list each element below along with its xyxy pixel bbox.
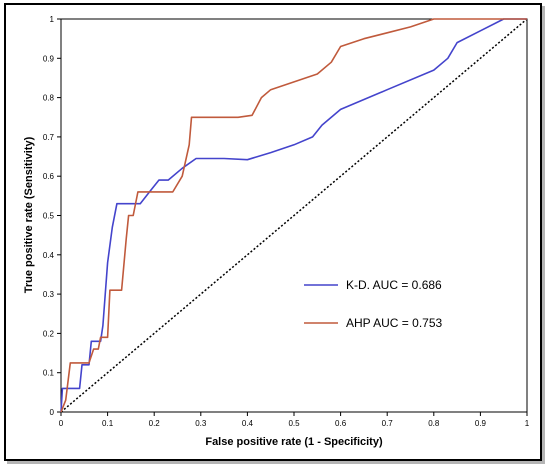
x-tick-label: 0.8 xyxy=(428,419,440,428)
y-tick-label: 0.8 xyxy=(43,94,55,103)
x-tick-label: 0.2 xyxy=(149,419,161,428)
x-axis-ticks: 0 0.1 0.2 0.3 0.4 0.5 0.6 0.7 0.8 0.9 1 xyxy=(59,412,530,428)
legend-label-ahp: AHP AUC = 0.753 xyxy=(346,316,442,330)
series-line-kd xyxy=(60,18,527,413)
y-axis-ticks: 0 0.1 0.2 0.3 0.4 0.5 0.6 0.7 0.8 0.9 1 xyxy=(43,15,61,417)
y-tick-label: 1 xyxy=(50,15,55,24)
y-tick-label: 0.3 xyxy=(43,290,55,299)
x-tick-label: 0.6 xyxy=(335,419,347,428)
x-axis-title: False positive rate (1 - Specificity) xyxy=(205,436,383,448)
y-tick-label: 0.5 xyxy=(43,212,55,221)
chart-frame: 0 0.1 0.2 0.3 0.4 0.5 0.6 0.7 0.8 0.9 1 0 0.1 0.2 0.3… xyxy=(4,3,542,461)
x-tick-label: 1 xyxy=(525,419,530,428)
x-tick-label: 0.4 xyxy=(242,419,254,428)
y-tick-label: 0.1 xyxy=(43,369,55,378)
x-tick-label: 0.3 xyxy=(195,419,207,428)
reference-diagonal-line xyxy=(60,18,528,413)
y-axis-title: True positive rate (Sensitivity) xyxy=(23,136,35,293)
x-tick-label: 0.5 xyxy=(288,419,300,428)
y-tick-label: 0.4 xyxy=(43,251,55,260)
x-tick-label: 0.7 xyxy=(382,419,394,428)
y-tick-label: 0.2 xyxy=(43,329,55,338)
x-tick-label: 0 xyxy=(59,419,64,428)
y-tick-label: 0.7 xyxy=(43,133,55,142)
series-line-ahp xyxy=(60,18,527,413)
legend-label-kd: K-D. AUC = 0.686 xyxy=(346,278,442,292)
x-tick-label: 0.1 xyxy=(102,419,114,428)
roc-chart: 0 0.1 0.2 0.3 0.4 0.5 0.6 0.7 0.8 0.9 1 0 0.1 0.2 0.3… xyxy=(23,15,530,448)
y-tick-label: 0.6 xyxy=(43,172,55,181)
y-tick-label: 0.9 xyxy=(43,54,55,63)
series-layer xyxy=(60,18,527,413)
y-tick-label: 0 xyxy=(50,408,55,417)
legend: K-D. AUC = 0.686 AHP AUC = 0.753 xyxy=(304,278,442,330)
x-tick-label: 0.9 xyxy=(475,419,487,428)
